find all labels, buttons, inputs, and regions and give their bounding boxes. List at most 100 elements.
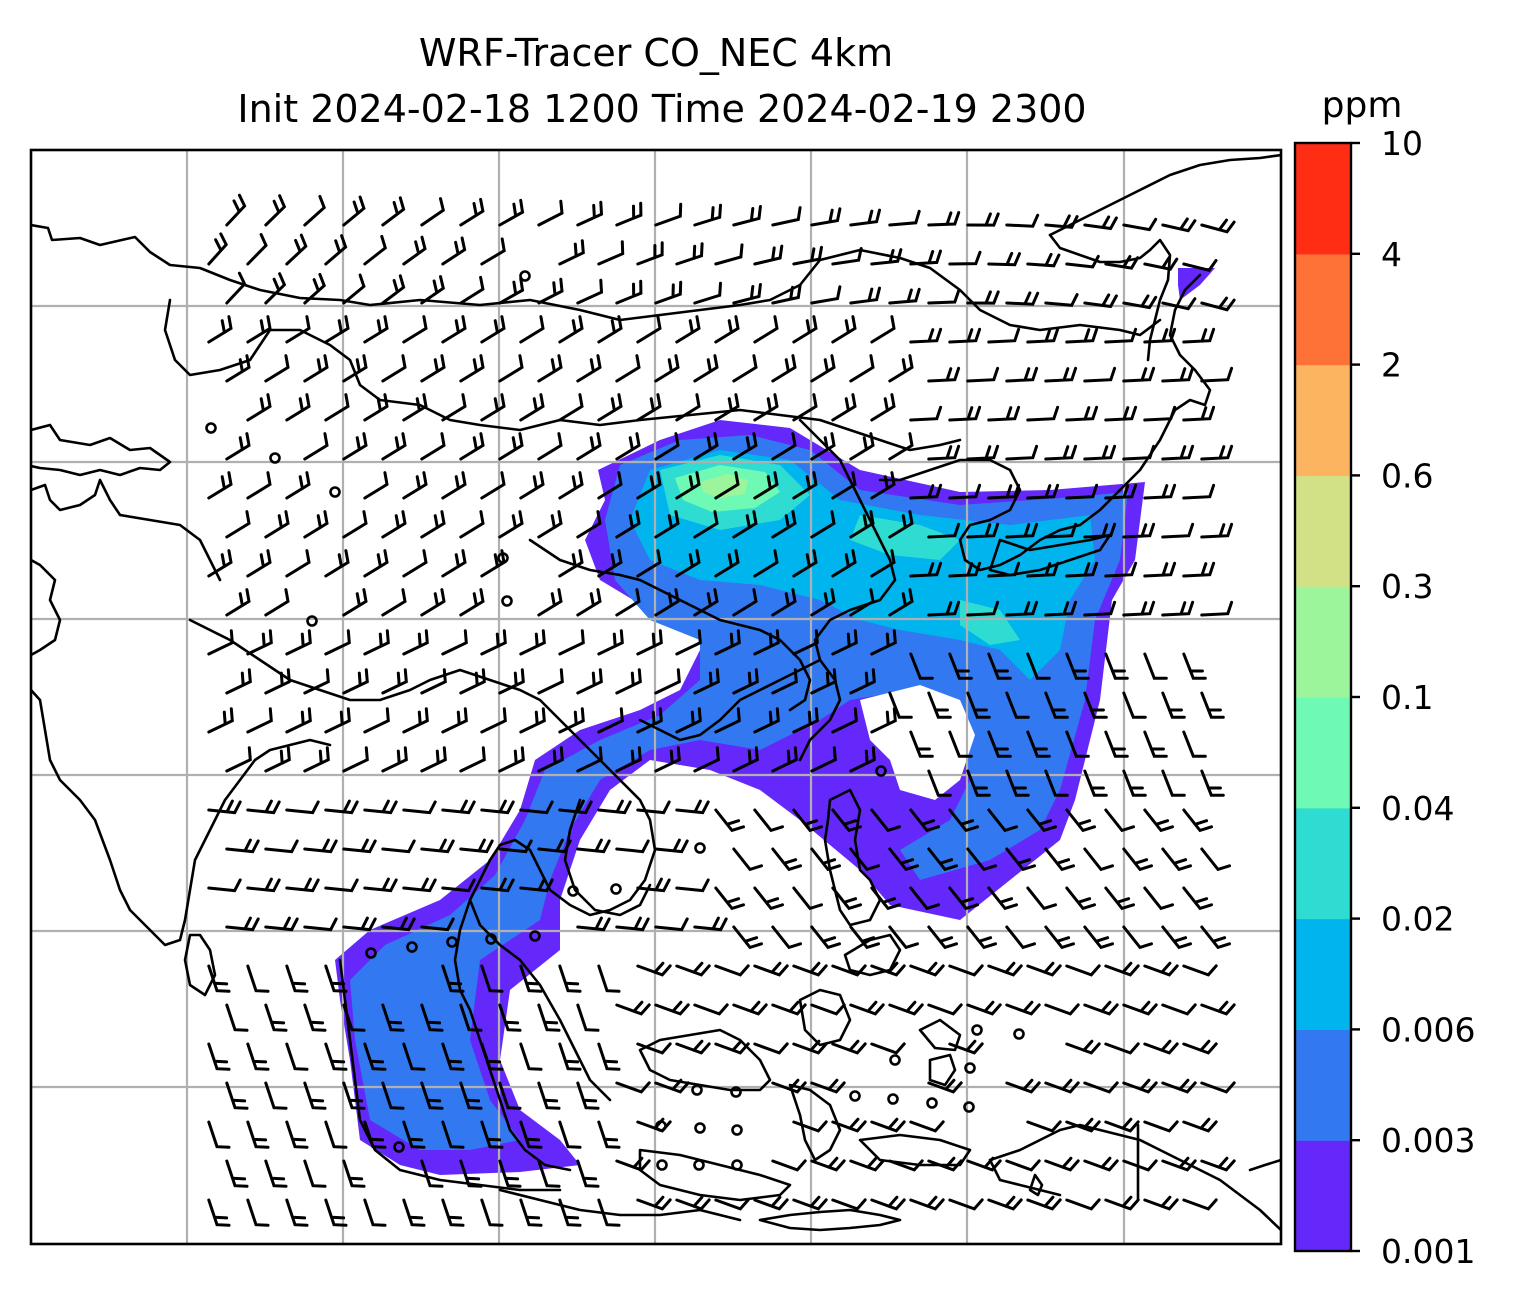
wind-barb — [654, 1000, 690, 1016]
wind-barb — [849, 432, 875, 461]
colorbar-tick-label: 4 — [1381, 235, 1402, 274]
wind-barb — [753, 961, 789, 977]
wind-barb — [1104, 1042, 1140, 1055]
wind-barb — [207, 315, 233, 344]
wind-barb — [987, 730, 1012, 758]
wind-barb — [1065, 561, 1099, 578]
wind-barb — [363, 393, 389, 422]
wind-barb — [1005, 291, 1040, 306]
wind-barb — [1026, 886, 1057, 911]
wind-barb — [714, 243, 744, 266]
wind-barb — [615, 432, 641, 461]
wind-barb — [342, 668, 369, 695]
wind-barb — [225, 916, 260, 932]
wind-barb — [264, 510, 290, 539]
wind-barb — [519, 1042, 543, 1071]
wind-barb — [597, 471, 623, 500]
wind-barb — [693, 281, 722, 305]
wind-barb — [849, 1000, 885, 1016]
wind-barb — [654, 1078, 690, 1094]
wind-barb — [831, 808, 862, 833]
colorbar-swatch — [1295, 143, 1351, 255]
wind-barb — [636, 800, 671, 815]
wind-barb — [888, 925, 919, 950]
wind-barb — [1143, 1120, 1179, 1133]
wind-barb — [732, 1000, 768, 1016]
wind-barb — [810, 1003, 846, 1016]
wind-barb — [792, 1039, 828, 1055]
wind-barb — [498, 1159, 522, 1188]
wind-barb — [381, 510, 407, 539]
wind-barb — [1005, 1078, 1041, 1094]
wind-barb — [870, 1042, 906, 1055]
wind-barb — [948, 808, 979, 833]
wind-barb — [810, 847, 841, 872]
wind-barb — [420, 1159, 444, 1188]
wind-barb — [615, 1156, 651, 1172]
wind-barb — [480, 877, 515, 893]
wind-barb — [1143, 652, 1168, 680]
wind-barb — [714, 964, 750, 977]
wind-barb — [615, 588, 641, 617]
calm-wind-marker — [610, 883, 622, 895]
wind-barb — [225, 746, 252, 773]
wind-barb — [870, 471, 896, 500]
wind-barb — [909, 405, 943, 422]
wind-barb — [1161, 925, 1192, 950]
calm-wind-marker — [889, 1054, 901, 1066]
wind-barb — [381, 668, 408, 695]
wind-barb — [966, 691, 991, 719]
wind-barb — [615, 201, 643, 227]
wind-barb — [849, 1156, 885, 1172]
wind-barbs — [205, 193, 1236, 1227]
wind-barb — [675, 707, 702, 734]
calm-wind-marker — [691, 1084, 703, 1096]
wind-barb — [753, 471, 779, 500]
wind-barb — [558, 1120, 582, 1149]
wind-barb — [792, 1120, 828, 1133]
wind-barb — [459, 197, 485, 227]
wind-barb — [1044, 1156, 1080, 1172]
wind-barb — [264, 746, 291, 773]
wind-barb — [714, 549, 740, 578]
wind-barb — [1083, 366, 1117, 383]
wind-barb — [888, 354, 914, 383]
wind-barb — [1104, 483, 1138, 500]
wind-barb — [675, 1039, 711, 1055]
colorbar-swatch — [1295, 586, 1351, 698]
wind-barb — [363, 877, 398, 893]
colorbar-tick-label: 0.3 — [1381, 567, 1433, 606]
wind-barb — [810, 207, 842, 227]
wind-barb — [1143, 961, 1179, 977]
wind-barb — [420, 1081, 444, 1110]
wind-barb — [576, 668, 603, 695]
wind-barb — [675, 961, 711, 977]
wind-barb — [927, 289, 961, 305]
wind-barb — [714, 1039, 750, 1055]
wind-barb — [810, 746, 837, 773]
wind-barb — [654, 746, 681, 773]
colorbar-swatch — [1295, 697, 1351, 809]
wind-barb — [381, 588, 407, 617]
wind-barb — [246, 629, 273, 656]
wind-barb — [753, 393, 779, 422]
title-line-1: WRF-Tracer CO_NEC 4km — [419, 31, 893, 75]
wind-barb — [732, 354, 758, 383]
wind-barb — [948, 250, 982, 266]
wind-barb — [402, 235, 427, 266]
wind-barb — [1161, 1156, 1197, 1172]
wind-barb — [1182, 483, 1216, 500]
wind-barb — [1200, 925, 1231, 950]
wind-barb — [675, 549, 701, 578]
colorbar-swatch — [1295, 475, 1351, 587]
wind-barb — [1143, 327, 1177, 344]
wind-barb — [810, 668, 837, 695]
wind-barb — [324, 234, 348, 266]
wind-barb — [420, 197, 446, 227]
wind-barb — [246, 799, 281, 815]
wind-barb — [1083, 600, 1117, 617]
wind-barb — [636, 707, 663, 734]
wind-barb — [402, 549, 428, 578]
wind-barb — [693, 916, 728, 932]
wind-barb — [342, 195, 366, 227]
